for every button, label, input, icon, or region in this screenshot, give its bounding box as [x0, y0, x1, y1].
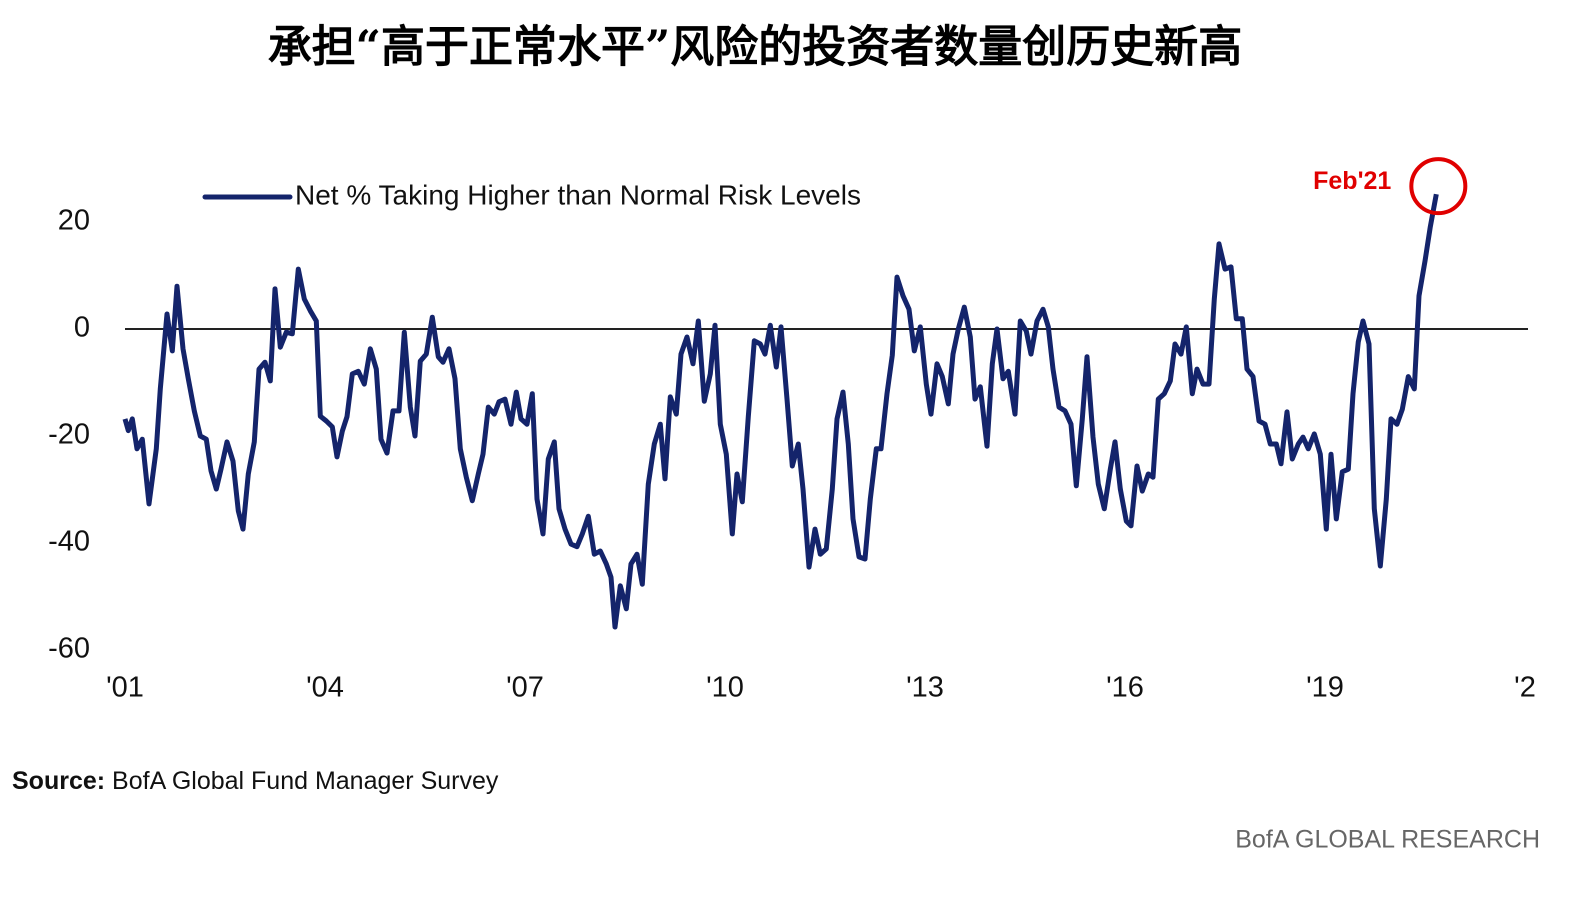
- source-text: BofA Global Fund Manager Survey: [112, 767, 499, 795]
- chart-title: 承担“高于正常水平”风险的投资者数量创历史新高: [268, 22, 1243, 73]
- y-tick-label: -60: [48, 633, 90, 665]
- source: Source: BofA Global Fund Manager Survey: [12, 767, 499, 795]
- x-tick-label: '19: [1306, 672, 1344, 704]
- y-tick-label: 20: [58, 205, 90, 237]
- x-tick-label: '01: [106, 672, 144, 704]
- x-tick-label: '04: [306, 672, 344, 704]
- x-tick-label: '2: [1514, 672, 1536, 704]
- x-tick-label: '16: [1106, 672, 1144, 704]
- brand: BofA GLOBAL RESEARCH: [1235, 826, 1540, 854]
- source-label: Source:: [12, 767, 105, 795]
- highlight-circle: [1409, 157, 1468, 216]
- x-tick-label: '10: [706, 672, 744, 704]
- y-tick-label: 0: [74, 312, 90, 344]
- x-tick-label: '07: [506, 672, 544, 704]
- y-tick-label: -40: [48, 526, 90, 558]
- annotation: Feb'21: [1313, 167, 1391, 195]
- legend-label: Net % Taking Higher than Normal Risk Lev…: [295, 179, 861, 210]
- y-tick-label: -20: [48, 419, 90, 451]
- data-line: [122, 193, 1439, 630]
- x-tick-label: '13: [906, 672, 944, 704]
